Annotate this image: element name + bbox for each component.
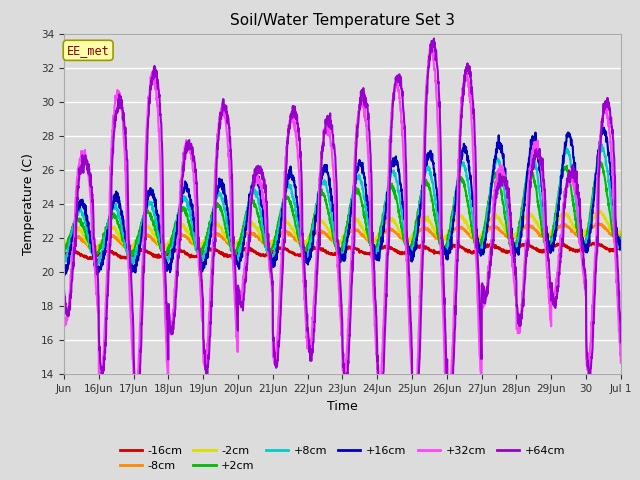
-8cm xyxy=(542,234,550,240)
+8cm xyxy=(236,247,244,253)
-2cm xyxy=(617,228,625,234)
-16cm xyxy=(236,248,244,253)
-2cm xyxy=(542,232,550,238)
Y-axis label: Temperature (C): Temperature (C) xyxy=(22,153,35,255)
+32cm xyxy=(60,319,68,325)
-8cm xyxy=(376,234,384,240)
+16cm xyxy=(609,202,617,208)
+8cm xyxy=(609,218,617,224)
-8cm xyxy=(595,220,603,226)
+2cm xyxy=(510,243,518,249)
-2cm xyxy=(116,235,124,240)
+16cm xyxy=(116,201,124,207)
-16cm xyxy=(609,247,617,253)
Line: +16cm: +16cm xyxy=(64,128,621,275)
+64cm xyxy=(60,287,68,292)
+32cm xyxy=(426,44,434,50)
-16cm xyxy=(510,247,518,252)
+16cm xyxy=(60,271,68,276)
-8cm xyxy=(609,232,617,238)
+2cm xyxy=(542,243,550,249)
Line: -16cm: -16cm xyxy=(64,243,621,259)
+32cm xyxy=(609,194,617,200)
-8cm xyxy=(60,244,68,250)
Line: -2cm: -2cm xyxy=(64,211,621,252)
+64cm xyxy=(617,339,625,345)
+2cm xyxy=(116,222,124,228)
+32cm xyxy=(511,282,518,288)
-2cm xyxy=(236,235,244,241)
+16cm xyxy=(376,248,384,254)
+2cm xyxy=(127,255,135,261)
-16cm xyxy=(589,240,596,246)
Line: +8cm: +8cm xyxy=(64,144,621,264)
+32cm xyxy=(236,296,244,302)
+2cm xyxy=(596,159,604,165)
Line: +2cm: +2cm xyxy=(64,162,621,258)
-16cm xyxy=(617,243,625,249)
X-axis label: Time: Time xyxy=(327,400,358,413)
-8cm xyxy=(92,246,99,252)
-2cm xyxy=(510,234,518,240)
+16cm xyxy=(236,255,244,261)
+8cm xyxy=(376,237,384,243)
-8cm xyxy=(236,238,244,244)
+8cm xyxy=(617,240,625,246)
+32cm xyxy=(410,426,418,432)
+16cm xyxy=(617,240,625,246)
+8cm xyxy=(93,262,100,267)
-16cm xyxy=(376,247,384,252)
+16cm xyxy=(510,242,518,248)
+32cm xyxy=(617,360,625,366)
-16cm xyxy=(116,255,124,261)
+2cm xyxy=(236,239,244,244)
+8cm xyxy=(510,247,518,252)
+8cm xyxy=(60,259,68,265)
Legend: -16cm, -8cm, -2cm, +2cm, +8cm, +16cm, +32cm, +64cm: -16cm, -8cm, -2cm, +2cm, +8cm, +16cm, +3… xyxy=(115,441,570,476)
+64cm xyxy=(412,436,419,442)
+2cm xyxy=(376,228,384,234)
+2cm xyxy=(60,247,68,252)
+16cm xyxy=(61,272,68,278)
-2cm xyxy=(92,249,99,254)
+64cm xyxy=(236,293,244,299)
+64cm xyxy=(511,255,518,261)
+2cm xyxy=(609,232,617,238)
+64cm xyxy=(376,394,383,399)
+16cm xyxy=(542,221,550,227)
-8cm xyxy=(617,230,625,236)
+64cm xyxy=(116,105,124,111)
+32cm xyxy=(542,251,550,257)
+8cm xyxy=(116,216,124,222)
+64cm xyxy=(430,36,438,41)
-2cm xyxy=(609,229,617,235)
Title: Soil/Water Temperature Set 3: Soil/Water Temperature Set 3 xyxy=(230,13,455,28)
Line: -8cm: -8cm xyxy=(64,223,621,249)
+32cm xyxy=(376,388,383,394)
-16cm xyxy=(89,256,97,262)
Line: +64cm: +64cm xyxy=(64,38,621,439)
+2cm xyxy=(617,234,625,240)
-2cm xyxy=(376,230,384,236)
Text: EE_met: EE_met xyxy=(67,44,109,57)
Line: +32cm: +32cm xyxy=(64,47,621,429)
-16cm xyxy=(60,252,68,258)
+8cm xyxy=(598,142,606,147)
+64cm xyxy=(609,137,617,143)
+32cm xyxy=(116,92,124,98)
-8cm xyxy=(116,238,124,243)
-2cm xyxy=(60,245,68,251)
+8cm xyxy=(542,233,550,239)
-8cm xyxy=(510,234,518,240)
+16cm xyxy=(600,125,608,131)
-16cm xyxy=(542,248,550,253)
-2cm xyxy=(596,208,604,214)
+64cm xyxy=(542,216,550,222)
